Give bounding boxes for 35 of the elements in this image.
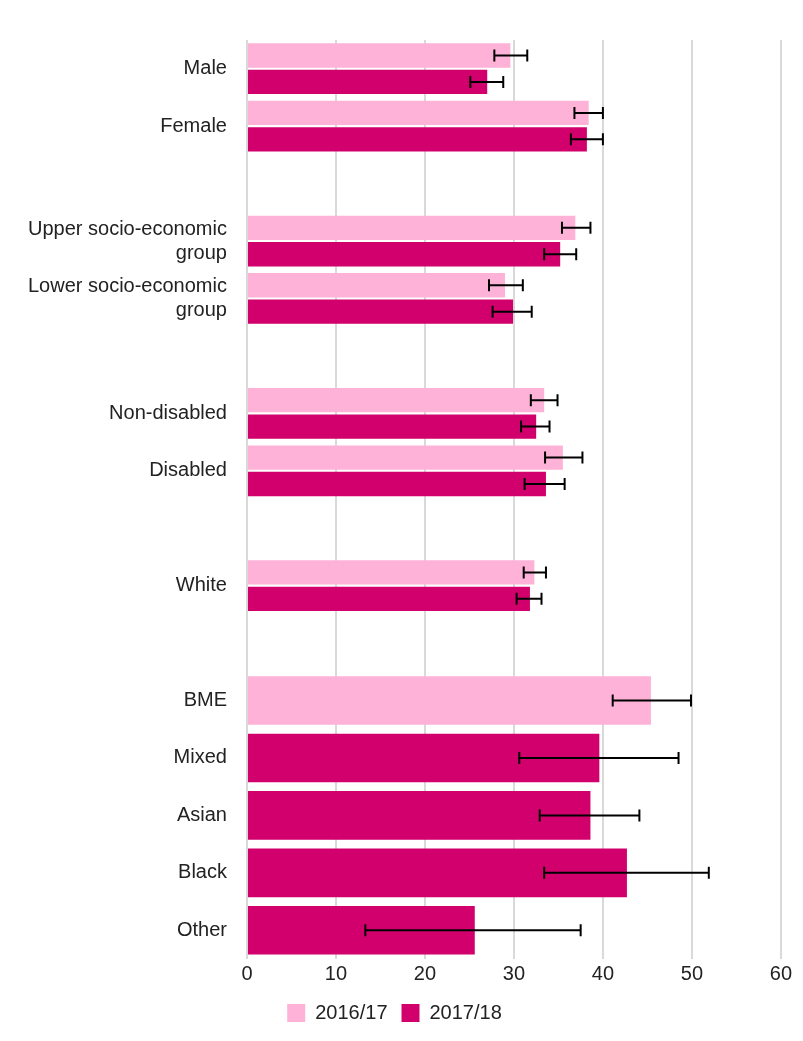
y-tick-label: Female <box>160 113 227 136</box>
y-tick-label: Black <box>178 860 228 883</box>
bar <box>247 471 546 497</box>
x-tick-label: 30 <box>502 961 526 984</box>
y-tick-label: Other <box>176 917 228 940</box>
bar <box>247 43 511 68</box>
y-tick-label: Asian <box>176 802 227 825</box>
y-tick-label: Lower socio-economic group <box>27 273 227 320</box>
y-tick-label: Upper socio-economic group <box>27 216 227 263</box>
x-tick-label: 40 <box>591 961 615 984</box>
y-tick-label: White <box>175 573 227 596</box>
bar <box>247 560 535 585</box>
x-tick-label: 50 <box>680 961 704 984</box>
legend-label: 2017/18 <box>429 1000 502 1023</box>
y-tick-label: Disabled <box>149 458 227 481</box>
y-tick-label: Mixed <box>173 745 227 768</box>
bar <box>247 242 561 267</box>
bar <box>247 586 530 612</box>
bar <box>247 69 488 95</box>
y-tick-label: BME <box>183 688 227 711</box>
bar <box>247 100 589 126</box>
bar <box>247 387 545 413</box>
y-tick-label: Male <box>183 56 227 79</box>
bar <box>247 273 506 298</box>
legend-label: 2016/17 <box>315 1000 388 1023</box>
x-tick-label: 20 <box>413 961 437 984</box>
y-tick-label: Non-disabled <box>109 400 227 423</box>
bar <box>247 215 576 240</box>
bar <box>247 445 563 470</box>
x-tick-label: 10 <box>324 961 348 984</box>
bar <box>247 127 587 152</box>
x-tick-label: 60 <box>769 961 792 984</box>
x-tick-label: 0 <box>241 961 253 984</box>
bar <box>247 414 537 439</box>
bar <box>247 299 514 324</box>
